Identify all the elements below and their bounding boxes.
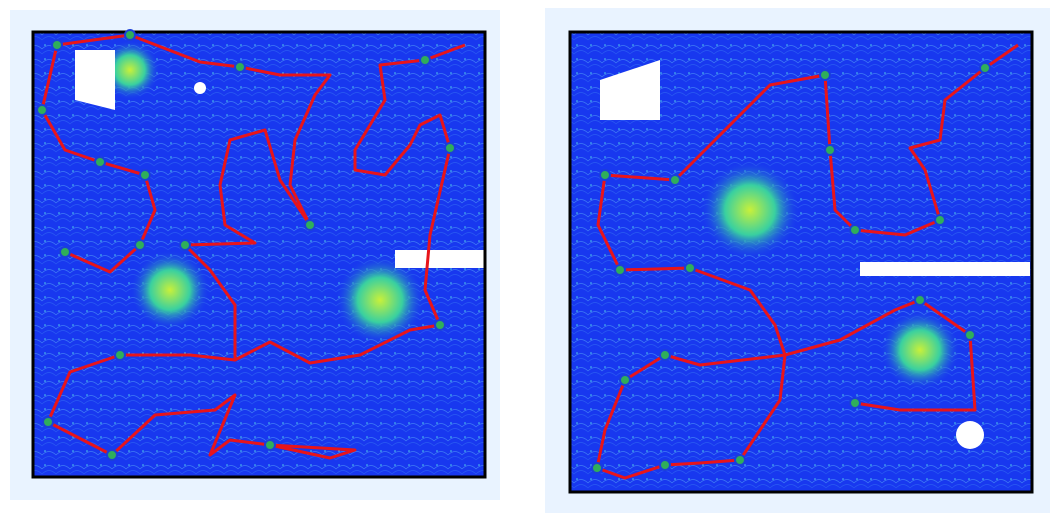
obstacle bbox=[956, 421, 984, 449]
waypoint bbox=[592, 463, 602, 473]
waypoint bbox=[235, 62, 245, 72]
waypoint bbox=[445, 143, 455, 153]
hot-region bbox=[335, 255, 425, 345]
waypoint bbox=[265, 440, 275, 450]
waypoint bbox=[915, 295, 925, 305]
waypoint bbox=[980, 63, 990, 73]
waypoint bbox=[660, 460, 670, 470]
waypoint bbox=[660, 350, 670, 360]
waypoint bbox=[620, 375, 630, 385]
waypoint bbox=[435, 320, 445, 330]
left-map bbox=[10, 10, 500, 500]
hot-region bbox=[130, 250, 210, 330]
waypoint bbox=[140, 170, 150, 180]
waypoint bbox=[600, 170, 610, 180]
waypoint bbox=[935, 215, 945, 225]
waypoint bbox=[180, 240, 190, 250]
waypoint bbox=[685, 263, 695, 273]
figure bbox=[0, 0, 1052, 517]
obstacle bbox=[395, 250, 485, 268]
waypoint bbox=[107, 450, 117, 460]
page: (() => { const data = JSON.parse(documen… bbox=[0, 0, 1052, 517]
waypoint bbox=[965, 330, 975, 340]
waypoint bbox=[37, 105, 47, 115]
hot-region bbox=[700, 160, 800, 260]
waypoint bbox=[850, 398, 860, 408]
waypoint bbox=[850, 225, 860, 235]
waypoint bbox=[670, 175, 680, 185]
waypoint bbox=[125, 30, 135, 40]
hot-region bbox=[880, 310, 960, 390]
obstacle bbox=[194, 82, 206, 94]
waypoint bbox=[735, 455, 745, 465]
waypoint bbox=[60, 247, 70, 257]
obstacle bbox=[860, 262, 1030, 276]
waypoint bbox=[420, 55, 430, 65]
waypoint bbox=[305, 220, 315, 230]
waypoint bbox=[52, 40, 62, 50]
waypoint bbox=[615, 265, 625, 275]
waypoint bbox=[825, 145, 835, 155]
waypoint bbox=[820, 70, 830, 80]
waypoint bbox=[115, 350, 125, 360]
waypoint bbox=[43, 417, 53, 427]
waypoint bbox=[135, 240, 145, 250]
obstacle bbox=[75, 50, 115, 110]
right-map bbox=[545, 8, 1050, 513]
waypoint bbox=[95, 157, 105, 167]
